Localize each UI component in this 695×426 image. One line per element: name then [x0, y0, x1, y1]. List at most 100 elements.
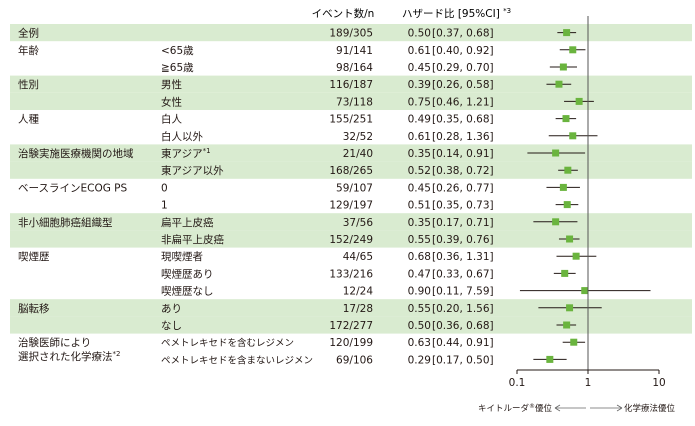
events-column-header: イベント数/n	[312, 7, 375, 20]
forest-marks	[519, 16, 651, 370]
favor-left-arrow-head	[554, 404, 561, 412]
favor-left-label-text: キイトルーダ	[478, 403, 530, 414]
subgroup-label: 非扁平上皮癌	[161, 233, 224, 246]
subgroup-label-text: 女性	[161, 95, 182, 108]
hr-value: 0.61	[408, 45, 431, 57]
favor-left-label: キイトルーダ®優位	[478, 403, 553, 414]
ci-value: [0.11, 7.59]	[432, 286, 494, 298]
subgroup-label-text: <65歳	[161, 45, 194, 57]
events-value: 168/265	[329, 165, 373, 177]
row-band	[10, 92, 692, 110]
table-header: イベント数/n ハザード比 [95%CI] *3	[312, 7, 511, 20]
subgroup-label: 男性	[161, 78, 182, 91]
subgroup-label: ペメトレキセドを含むレジメン	[161, 337, 294, 349]
favor-left-label-suffix: 優位	[535, 403, 553, 414]
ci-value: [0.38, 0.72]	[432, 165, 494, 177]
point-estimate-marker	[569, 46, 577, 54]
x-axis-tick-label: 10	[652, 377, 665, 389]
hr-value: 0.51	[408, 200, 431, 212]
row-band	[10, 316, 692, 334]
subgroup-label: 女性	[161, 95, 182, 108]
subgroup-label: 東アジア以外	[161, 164, 224, 177]
ci-value: [0.36, 0.68]	[432, 320, 494, 332]
subgroup-label: 現喫煙者	[161, 251, 203, 263]
hr-column-header-text: ハザード比 [95%CI]	[402, 7, 500, 20]
subgroup-label-text: 扁平上皮癌	[161, 216, 214, 229]
events-value: 59/107	[336, 182, 373, 194]
subgroup-label: ペメトレキセドを含まないレジメン	[161, 354, 313, 366]
point-estimate-marker	[563, 29, 571, 37]
subgroup-label-text: なし	[161, 320, 182, 332]
row-band	[10, 161, 692, 179]
hr-value: 0.50	[408, 28, 431, 40]
group-label: 年齢	[18, 44, 39, 57]
point-estimate-marker	[581, 287, 589, 295]
row-bands	[10, 24, 692, 334]
subgroup-label-text: ペメトレキセドを含まないレジメン	[161, 354, 313, 366]
events-value: 91/141	[336, 45, 373, 57]
ci-value: [0.46, 1.21]	[432, 96, 494, 108]
point-estimate-marker	[569, 132, 577, 140]
events-value: 69/106	[336, 354, 373, 366]
ci-value: [0.17, 0.50]	[432, 354, 494, 366]
events-value: 116/187	[329, 79, 373, 91]
favor-right-label: 化学療法優位	[624, 403, 676, 414]
events-value: 120/199	[329, 337, 373, 349]
hr-value: 0.63	[408, 337, 431, 349]
subgroup-label-text: 東アジア	[161, 147, 203, 160]
point-estimate-marker	[555, 80, 563, 88]
point-estimate-marker	[552, 218, 560, 226]
ci-value: [0.20, 1.56]	[432, 303, 494, 315]
point-estimate-marker	[563, 201, 571, 209]
ci-value: [0.36, 1.31]	[432, 251, 494, 263]
subgroup-label: ≧65歳	[161, 62, 194, 74]
subgroup-label-note: *1	[203, 147, 211, 155]
subgroup-label-text: ≧65歳	[161, 62, 194, 74]
subgroup-label-text: 喫煙歴なし	[161, 286, 214, 298]
ci-value: [0.26, 0.77]	[432, 182, 494, 194]
hr-value: 0.35	[408, 217, 431, 229]
favor-right-arrow-head	[616, 404, 623, 412]
subgroup-label: 1	[161, 200, 168, 212]
subgroup-label-text: ペメトレキセドを含むレジメン	[161, 337, 294, 349]
point-estimate-marker	[562, 115, 570, 123]
events-value: 21/40	[343, 148, 373, 160]
hr-value: 0.55	[408, 303, 431, 315]
ci-value: [0.17, 0.71]	[432, 217, 494, 229]
hr-value: 0.35	[408, 148, 431, 160]
ci-value: [0.37, 0.68]	[432, 28, 494, 40]
hr-value: 0.50	[408, 320, 431, 332]
events-value: 155/251	[329, 114, 373, 126]
subgroup-label: <65歳	[161, 45, 194, 57]
group-label-line2: 選択された化学療法*2	[18, 350, 120, 363]
table-rows: 全例 189/305 0.50 [0.37, 0.68]年齢 <65歳 91/141 0.6…	[18, 27, 494, 367]
ci-value: [0.28, 1.36]	[432, 131, 494, 143]
subgroup-label: 白人	[161, 113, 182, 126]
events-value: 189/305	[329, 28, 373, 40]
hr-value: 0.55	[408, 234, 431, 246]
ci-value: [0.29, 0.70]	[432, 62, 494, 74]
ci-value: [0.33, 0.67]	[432, 268, 494, 280]
subgroup-label-text: 現喫煙者	[161, 251, 203, 263]
subgroup-label-text: あり	[161, 303, 182, 315]
group-label: ベースラインECOG PS	[18, 182, 128, 194]
point-estimate-marker	[566, 304, 574, 312]
group-label: 人種	[18, 113, 39, 126]
point-estimate-marker	[563, 321, 571, 329]
point-estimate-marker	[570, 338, 578, 346]
hr-value: 0.90	[408, 286, 431, 298]
hr-value: 0.29	[408, 354, 431, 366]
ci-value: [0.35, 0.73]	[432, 200, 494, 212]
ci-value: [0.44, 0.91]	[432, 337, 494, 349]
x-axis-tick-label: 1	[585, 377, 592, 389]
subgroup-label-text: 男性	[161, 78, 182, 91]
events-value: 44/65	[343, 251, 373, 263]
hr-value: 0.75	[408, 96, 431, 108]
point-estimate-marker	[559, 183, 567, 191]
hr-value: 0.45	[408, 62, 431, 74]
hr-value: 0.47	[408, 268, 431, 280]
point-estimate-marker	[552, 149, 560, 157]
events-value: 73/118	[336, 96, 373, 108]
hr-value: 0.39	[408, 79, 431, 91]
